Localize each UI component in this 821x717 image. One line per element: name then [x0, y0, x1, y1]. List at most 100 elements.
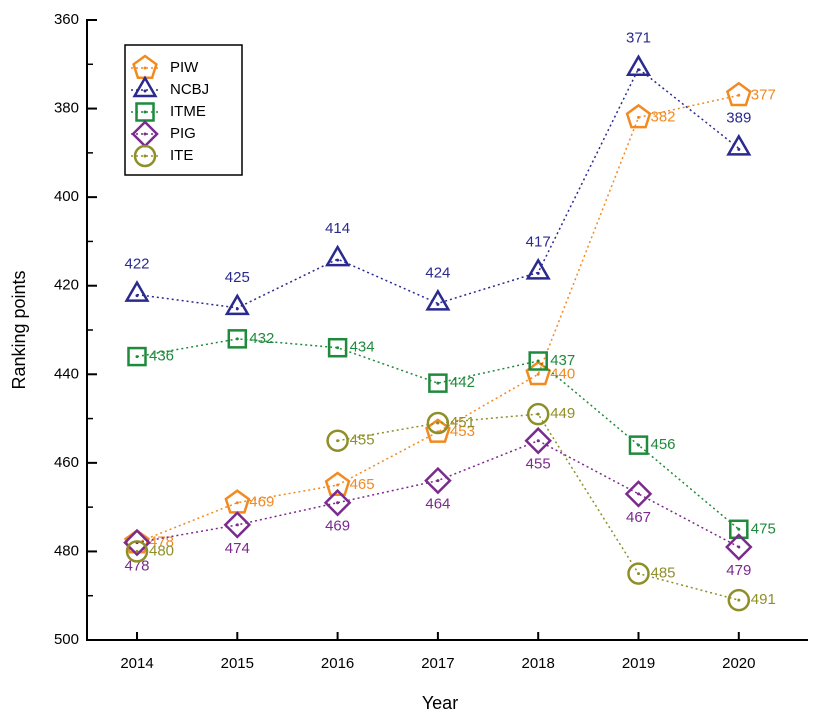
- pentagon-marker: [725, 81, 752, 107]
- marker-dot: [637, 572, 640, 576]
- marker: [727, 588, 751, 612]
- triangle-marker: [132, 75, 158, 98]
- marker: [526, 402, 550, 426]
- legend-label: PIG: [170, 125, 196, 142]
- marker-dot: [637, 492, 640, 496]
- y-tick-label: 500: [54, 631, 79, 648]
- legend-label: NCBJ: [170, 81, 209, 98]
- marker-dot: [143, 154, 147, 158]
- marker-dot: [536, 439, 540, 443]
- data-label: 474: [225, 540, 250, 557]
- marker-dot: [235, 523, 239, 527]
- y-tick-label: 460: [54, 454, 79, 471]
- triangle-marker: [124, 280, 150, 302]
- series-line: [337, 413, 739, 601]
- y-axis-title: Ranking points: [9, 270, 29, 389]
- data-label: 414: [325, 220, 350, 237]
- marker-dot: [336, 346, 340, 350]
- marker-dot: [737, 147, 741, 151]
- triangle-marker: [325, 244, 351, 267]
- square-marker: [327, 337, 348, 358]
- data-label: 425: [225, 269, 250, 286]
- marker: [625, 103, 652, 129]
- legend-label: ITE: [170, 147, 193, 164]
- data-label: 475: [751, 520, 776, 537]
- marker-dot: [235, 307, 239, 311]
- diamond-marker: [123, 528, 151, 557]
- marker: [426, 411, 450, 435]
- marker-dot: [536, 412, 540, 416]
- data-label: 453: [450, 423, 475, 440]
- marker: [525, 257, 551, 280]
- data-label: 456: [651, 436, 676, 453]
- data-label: 485: [651, 565, 676, 582]
- marker-dot: [143, 89, 147, 93]
- marker-dot: [436, 479, 440, 483]
- marker: [133, 144, 157, 168]
- marker: [327, 337, 348, 358]
- circle-marker: [326, 429, 349, 452]
- y-tick-label: 400: [54, 188, 79, 205]
- marker: [132, 75, 158, 98]
- data-label: 424: [425, 264, 450, 281]
- marker-dot: [336, 439, 340, 443]
- marker-dot: [637, 115, 640, 119]
- pentagon-marker: [324, 471, 351, 496]
- marker: [323, 488, 352, 517]
- x-axis-title: Year: [422, 693, 458, 713]
- square-marker: [127, 346, 147, 367]
- marker: [628, 435, 649, 455]
- marker-dot: [737, 527, 741, 531]
- marker-dot: [135, 294, 139, 298]
- data-label: 436: [149, 348, 174, 365]
- y-tick-label: 380: [54, 100, 79, 117]
- marker: [224, 293, 250, 316]
- data-label: 479: [726, 562, 751, 579]
- triangle-marker: [425, 288, 451, 311]
- data-label: 417: [526, 233, 551, 250]
- data-label: 467: [626, 509, 651, 526]
- pentagon-marker: [625, 103, 652, 129]
- marker-dot: [135, 549, 139, 553]
- marker: [624, 480, 653, 508]
- x-tick-label: 2015: [221, 655, 254, 672]
- data-label: 440: [550, 365, 575, 382]
- legend-label: ITME: [170, 103, 206, 120]
- marker: [729, 519, 749, 540]
- x-tick-label: 2018: [522, 655, 555, 672]
- circle-marker: [125, 540, 149, 563]
- data-label: 491: [751, 591, 776, 608]
- marker-dot: [536, 372, 540, 376]
- marker-dot: [143, 110, 147, 114]
- circle-marker: [426, 411, 450, 435]
- diamond-marker: [725, 533, 753, 561]
- marker: [627, 562, 650, 585]
- square-marker: [628, 435, 649, 455]
- marker: [324, 471, 351, 496]
- data-label: 434: [350, 339, 375, 356]
- x-tick-label: 2017: [421, 655, 454, 672]
- data-label: 422: [124, 256, 149, 273]
- data-label: 449: [550, 405, 575, 422]
- data-label: 432: [249, 330, 274, 347]
- marker-dot: [436, 381, 440, 385]
- data-label: 480: [149, 542, 174, 559]
- marker-dot: [536, 359, 540, 363]
- data-label: 382: [651, 108, 676, 125]
- marker: [725, 533, 753, 561]
- square-marker: [428, 373, 448, 393]
- triangle-marker: [625, 54, 652, 76]
- marker: [124, 280, 150, 302]
- data-label: 389: [726, 109, 751, 126]
- marker-dot: [143, 66, 147, 70]
- data-label: 442: [450, 374, 475, 391]
- data-label: 437: [550, 352, 575, 369]
- y-tick-label: 440: [54, 365, 79, 382]
- diamond-marker: [424, 466, 452, 495]
- circle-marker: [526, 402, 550, 426]
- marker-dot: [737, 545, 741, 549]
- marker-dot: [637, 68, 640, 72]
- marker: [726, 133, 752, 156]
- marker-dot: [436, 302, 440, 306]
